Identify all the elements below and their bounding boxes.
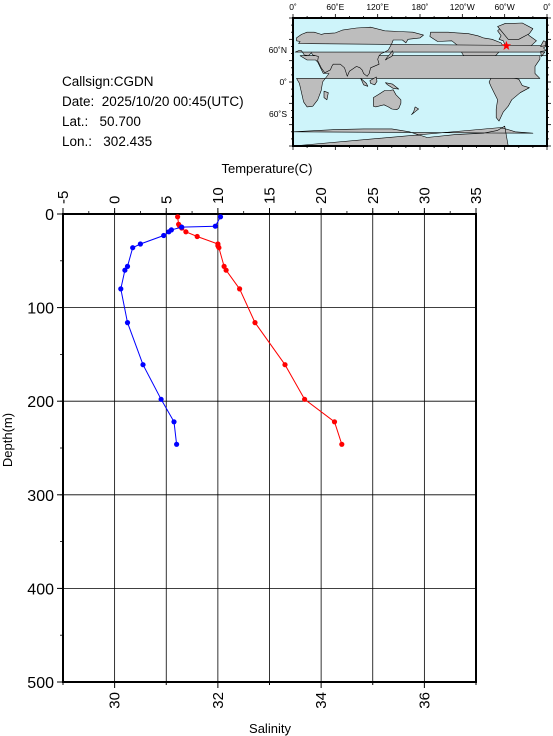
callsign-label: Callsign: [62,74,114,89]
map-landmass-3 [296,55,548,108]
map-landmass-6 [360,78,369,87]
map-lon-label: 120˚E [366,2,389,12]
map-landmass-2 [497,22,534,40]
lon-row: Lon.: 302.435 [62,132,244,152]
map-landmass-7 [369,76,378,86]
lat-value: 50.700 [99,114,141,129]
station-marker-icon [501,40,512,50]
map-lon-label: 0˚ [543,2,551,12]
station-marker-star [501,40,512,50]
lon-value: 302.435 [103,134,153,149]
map-landmass-4 [294,26,548,77]
map-landmass-5 [373,89,402,110]
map-labels: 0˚ 60˚E 120˚E 180˚ 120˚W 60˚W 0˚ 60˚N 0˚ 60˚S [269,2,551,119]
map-lon-label: 180˚ [411,2,428,12]
map-lon-label: 60˚W [495,2,515,12]
map-landmass-9 [385,50,394,61]
map-landmass-13 [292,125,534,147]
date-row: Date: 2025/10/20 00:45(UTC) [62,92,244,112]
date-label: Date: [62,94,95,109]
map-lon-label: 0˚ [289,2,297,12]
map-lon-label: 120˚W [450,2,475,12]
callsign-value: CGDN [113,74,154,89]
map-lat-label: 0˚ [279,77,287,87]
map-lat-label: 60˚N [269,45,287,55]
map-lon-label: 60˚E [326,2,344,12]
map-landmass-12 [323,90,329,101]
map-lat-label: 60˚S [269,109,287,119]
callsign-row: Callsign:CGDN [62,72,244,92]
map-landmass-11 [411,106,419,115]
lat-row: Lat.: 50.700 [62,112,244,132]
map-ticks [289,14,551,150]
lat-label: Lat.: [62,114,89,129]
map-landmass-10 [540,40,546,47]
lon-label: Lon.: [62,134,93,149]
map-land [292,22,548,147]
map-landmass-8 [385,82,400,90]
station-info: Callsign:CGDN Date: 2025/10/20 00:45(UTC… [62,72,244,152]
date-value: 2025/10/20 00:45(UTC) [101,94,244,109]
